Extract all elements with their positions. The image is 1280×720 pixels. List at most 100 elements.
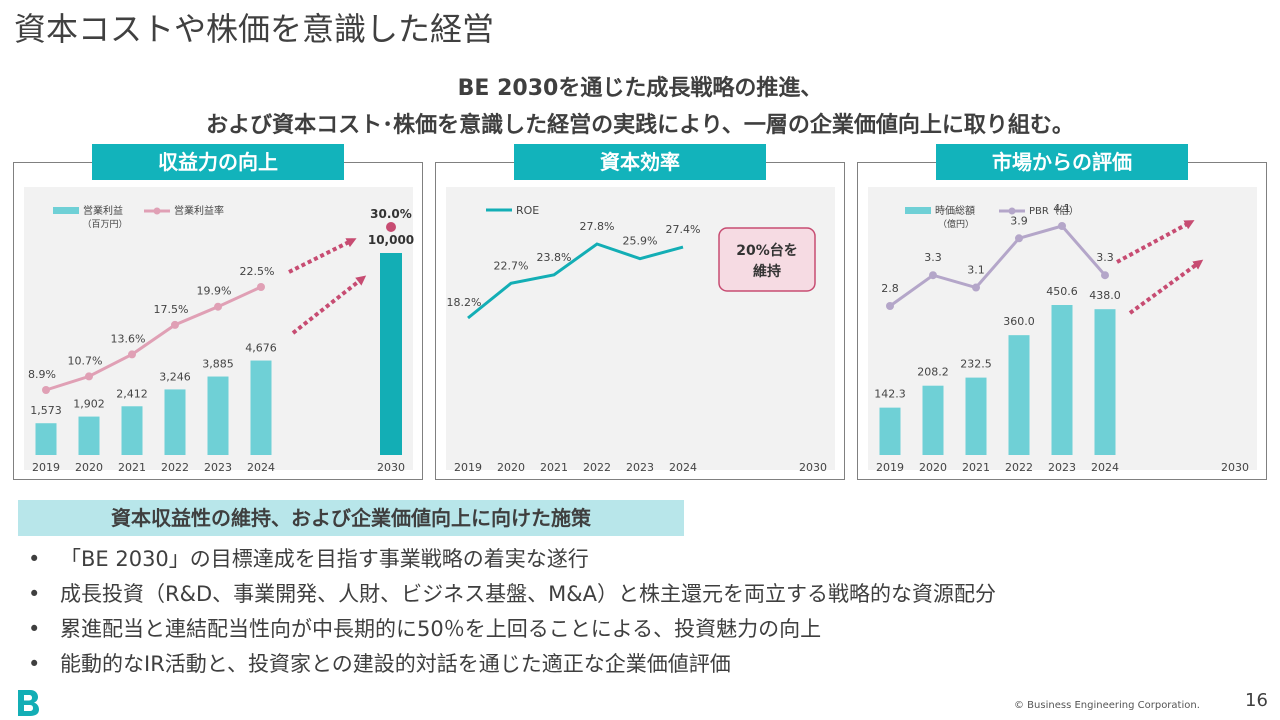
- point-operating-margin-target: [386, 222, 396, 232]
- x-tick-label: 2024: [1091, 461, 1119, 474]
- bullet-text: 成長投資（R&D、事業開発、人財、ビジネス基盤、M&A）と株主還元を両立する戦略…: [60, 582, 996, 606]
- company-logo-icon: [18, 690, 39, 716]
- point-label: 8.9%: [28, 368, 56, 381]
- x-tick-label: 2020: [75, 461, 103, 474]
- bullet-text: 「BE 2030」の目標達成を目指す事業戦略の着実な遂行: [60, 547, 589, 571]
- point-label: 27.8%: [580, 220, 615, 233]
- legend-swatch-point: [153, 207, 161, 215]
- bar-market-cap: [879, 407, 901, 455]
- bar-operating-profit: [164, 389, 186, 455]
- bullet-item: • 成長投資（R&D、事業開発、人財、ビジネス基盤、M&A）と株主還元を両立する戦…: [28, 577, 996, 612]
- bar-label: 438.0: [1089, 289, 1121, 302]
- bar-market-cap: [1051, 305, 1073, 455]
- x-tick-label: 2022: [1005, 461, 1033, 474]
- subtitle-line1: BE 2030を通じた成長戦略の推進、: [457, 76, 823, 101]
- point-label: 18.2%: [447, 296, 482, 309]
- bar-label: 142.3: [874, 388, 906, 401]
- legend-label: PBR（倍）: [1029, 204, 1079, 217]
- bullet-marker: •: [28, 582, 41, 606]
- x-tick-label: 2021: [962, 461, 990, 474]
- point-pbr: [972, 283, 980, 292]
- x-tick-label: 2023: [204, 461, 232, 474]
- panel-header-market-evaluation: 市場からの評価: [936, 144, 1188, 180]
- point-label: 3.3: [924, 251, 942, 264]
- point-pbr: [1101, 271, 1109, 280]
- point-label: 23.8%: [537, 251, 572, 264]
- bar-label: 1,902: [73, 398, 105, 411]
- legend-label: ROE: [516, 204, 539, 217]
- x-tick-label: 2023: [1048, 461, 1076, 474]
- bar-operating-profit: [35, 423, 57, 455]
- point-label-target: 30.0%: [370, 207, 412, 221]
- bullet-marker: •: [28, 547, 41, 571]
- panel-header-capital-efficiency: 資本効率: [514, 144, 766, 180]
- bar-operating-profit: [207, 376, 229, 455]
- callout-text: 20%台を: [736, 242, 798, 259]
- section-title: 資本収益性の維持、および企業価値向上に向けた施策: [18, 500, 684, 536]
- legend-swatch-point: [1008, 207, 1016, 215]
- point-operating-margin: [171, 320, 179, 329]
- growth-arrow: [1116, 220, 1195, 264]
- point-operating-margin: [214, 302, 222, 311]
- x-tick-label: 2019: [32, 461, 60, 474]
- callout-box: [718, 227, 816, 292]
- point-operating-margin: [257, 283, 265, 291]
- growth-arrow: [288, 238, 357, 274]
- bar-market-cap: [965, 377, 987, 455]
- x-tick-label: 2024: [247, 461, 275, 474]
- bar-label: 4,676: [245, 342, 277, 355]
- page-title: 資本コストや株価を意識した経営: [14, 10, 495, 48]
- point-pbr: [1015, 234, 1023, 243]
- line-operating-margin: [45, 285, 262, 392]
- panel-header-profitability: 収益力の向上: [92, 144, 344, 180]
- bullet-marker: •: [28, 617, 41, 641]
- bullet-item: • 能動的なIR活動と、投資家との建設的対話を通じた適正な企業価値評価: [28, 647, 996, 682]
- legend-label: 時価総額: [935, 204, 975, 217]
- point-label: 19.9%: [197, 285, 232, 298]
- line-roe: [467, 242, 684, 320]
- bar-label: 2,412: [116, 387, 148, 400]
- point-label: 2.8: [881, 282, 899, 295]
- bar-label: 1,573: [30, 404, 62, 417]
- point-label: 10.7%: [68, 354, 103, 367]
- copyright-text: © Business Engineering Corporation.: [1014, 700, 1200, 711]
- bar-operating-profit: [121, 406, 143, 455]
- x-tick-label: 2024: [669, 461, 697, 474]
- point-label: 13.6%: [111, 332, 146, 345]
- point-label: 25.9%: [623, 235, 658, 248]
- point-pbr: [929, 271, 937, 280]
- x-tick-label: 2030: [799, 461, 827, 474]
- bullet-marker: •: [28, 652, 41, 676]
- point-label: 4.1: [1053, 202, 1071, 215]
- bullet-item: • 「BE 2030」の目標達成を目指す事業戦略の着実な遂行: [28, 542, 996, 577]
- point-label: 22.5%: [240, 265, 275, 278]
- x-tick-label: 2022: [161, 461, 189, 474]
- bar-label: 360.0: [1003, 315, 1035, 328]
- bar-operating-profit: [380, 253, 402, 455]
- page-number: 16: [1245, 690, 1268, 711]
- bar-label: 232.5: [960, 358, 992, 371]
- bullet-item: • 累進配当と連結配当性向が中長期的に50％を上回ることによる、投資魅力の向上: [28, 612, 996, 647]
- bullet-text: 累進配当と連結配当性向が中長期的に50％を上回ることによる、投資魅力の向上: [60, 617, 822, 641]
- bar-operating-profit: [250, 360, 272, 455]
- point-pbr: [1058, 222, 1066, 230]
- x-tick-label: 2019: [454, 461, 482, 474]
- point-operating-margin: [128, 350, 136, 359]
- point-label: 27.4%: [666, 223, 701, 236]
- strategy-bullet-list: • 「BE 2030」の目標達成を目指す事業戦略の着実な遂行 • 成長投資（R&D、…: [28, 542, 996, 682]
- legend-swatch-bar: [53, 207, 79, 214]
- x-tick-label: 2019: [876, 461, 904, 474]
- legend-unit: （百万円）: [82, 219, 127, 230]
- bar-label: 208.2: [917, 366, 949, 379]
- x-tick-label: 2021: [118, 461, 146, 474]
- bar-label: 450.6: [1046, 285, 1078, 298]
- point-label: 22.7%: [494, 259, 529, 272]
- point-label: 17.5%: [154, 303, 189, 316]
- bullet-text: 能動的なIR活動と、投資家との建設的対話を通じた適正な企業価値評価: [60, 652, 731, 676]
- x-tick-label: 2020: [919, 461, 947, 474]
- point-operating-margin: [85, 372, 93, 381]
- point-label: 3.1: [967, 264, 985, 277]
- x-tick-label: 2023: [626, 461, 654, 474]
- point-pbr: [886, 302, 894, 310]
